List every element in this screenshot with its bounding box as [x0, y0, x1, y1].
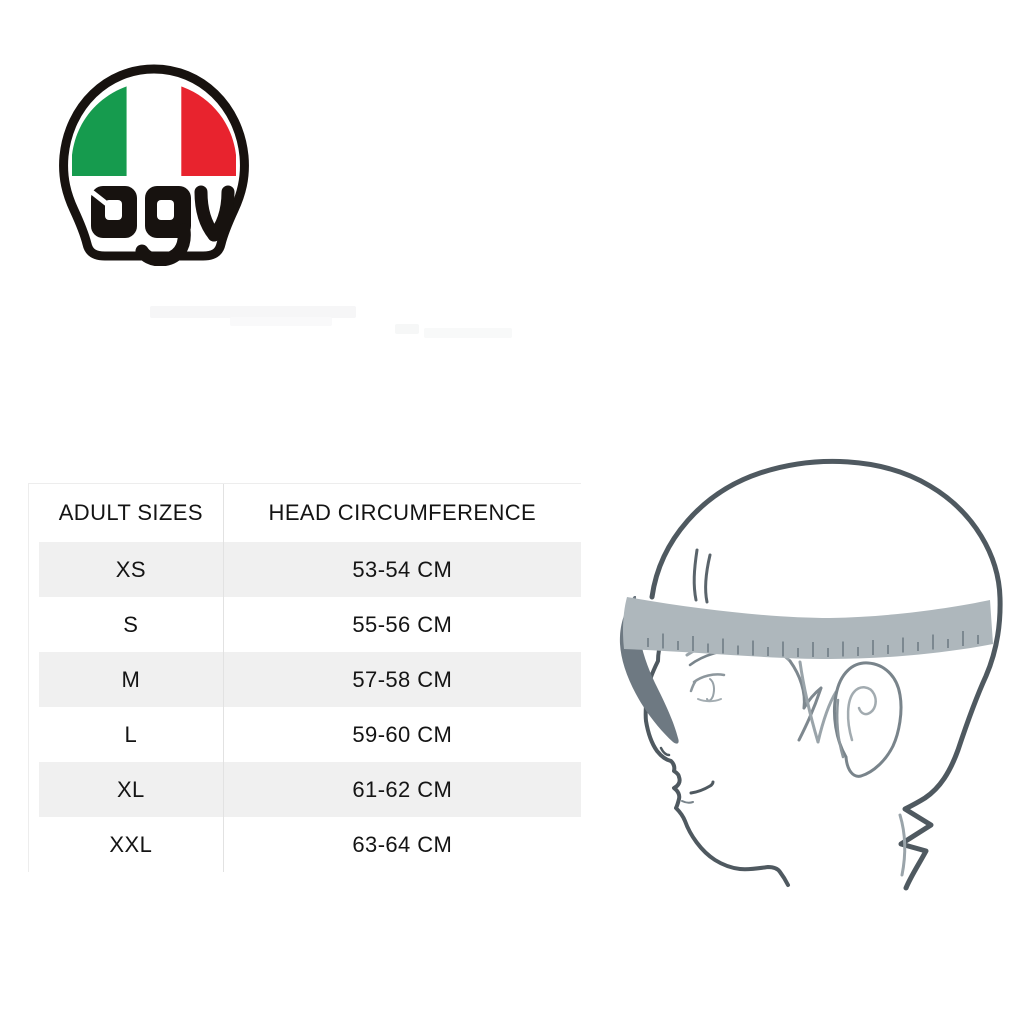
size-label: S [123, 611, 139, 637]
measuring-tape [619, 596, 993, 744]
table-row: L 59-60 CM [39, 707, 581, 762]
upper-eyelid-line [692, 673, 726, 684]
head-profile-graphic [619, 458, 1003, 891]
faint-watermark-smudge [230, 317, 332, 326]
table-row: XS 53-54 CM [39, 542, 581, 597]
ear-outline [832, 661, 903, 778]
hair-strand [704, 553, 712, 604]
column-header-adult-sizes: ADULT SIZES [58, 500, 203, 525]
faint-watermark-smudge [424, 328, 512, 338]
size-label: XL [116, 776, 145, 802]
neck-hair-wisp [898, 813, 907, 877]
forelock-hair [788, 659, 823, 742]
head-measurement-illustration [600, 455, 1015, 900]
circumference-value: 59-60 CM [222, 707, 581, 762]
ear-front-line [835, 698, 845, 759]
size-chart-table: ADULT SIZES HEAD CIRCUMFERENCE XS 53-54 … [28, 483, 581, 872]
agv-wordmark [90, 185, 235, 267]
ear-hair-wisp [798, 660, 838, 744]
circumference-value: 63-64 CM [222, 817, 581, 872]
inner-ear-line [846, 686, 877, 742]
column-header-head-circumference: HEAD CIRCUMFERENCE [222, 484, 581, 542]
lower-eyelid-line [697, 698, 722, 703]
face-profile [643, 631, 790, 887]
agv-logo: agv [55, 62, 253, 267]
iris-line [706, 678, 715, 702]
mouth-line [689, 780, 715, 795]
table-row: S 55-56 CM [39, 597, 581, 652]
table-header-row: ADULT SIZES HEAD CIRCUMFERENCE [39, 484, 581, 542]
eyelash-line [689, 680, 697, 693]
size-label: XS [115, 556, 146, 582]
nostril-line [659, 746, 671, 757]
skull-outline [649, 458, 1003, 891]
flag-white-stripe [126, 81, 182, 176]
agv-logo-graphic [59, 64, 249, 267]
table-row: M 57-58 CM [39, 652, 581, 707]
size-label: M [121, 666, 141, 692]
circumference-value: 57-58 CM [222, 652, 581, 707]
size-label: XXL [109, 831, 153, 857]
size-label: L [124, 721, 138, 747]
circumference-value: 53-54 CM [222, 542, 581, 597]
lower-lip-line [681, 800, 694, 804]
tape-band [623, 597, 993, 659]
table-row: XL 61-62 CM [39, 762, 581, 817]
table-row: XXL 63-64 CM [39, 817, 581, 872]
circumference-value: 55-56 CM [222, 597, 581, 652]
hair-strand [692, 548, 699, 602]
circumference-value: 61-62 CM [222, 762, 581, 817]
faint-watermark-smudge [150, 306, 356, 318]
tape-tick-marks [647, 631, 979, 657]
faint-watermark-smudge [395, 324, 419, 334]
